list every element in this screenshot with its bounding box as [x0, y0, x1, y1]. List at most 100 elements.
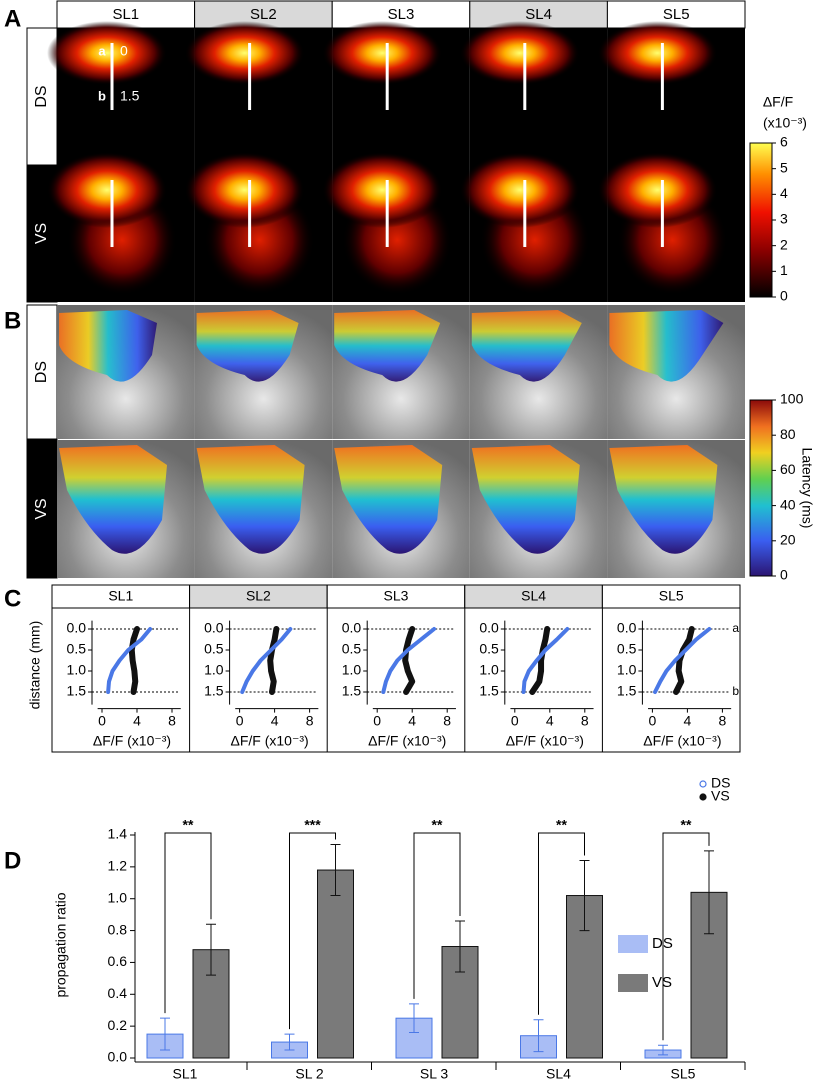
legend-label: DS — [711, 775, 730, 791]
y-tick-label: 0.6 — [108, 953, 128, 969]
x-tick-label: 4 — [408, 712, 416, 728]
error-bar — [455, 920, 465, 973]
row-label: DS — [33, 85, 50, 107]
y-tick-label: 1.2 — [108, 858, 128, 874]
significance-label: *** — [304, 817, 321, 833]
x-tick-label: 4 — [546, 712, 554, 728]
y-tick-label: 0.5 — [479, 641, 499, 657]
y-tick-label: 1.5 — [479, 683, 499, 699]
y-tick-label: 0.2 — [108, 1017, 128, 1033]
column-title: SL4 — [525, 6, 552, 23]
x-tick-label: SL4 — [546, 1066, 571, 1082]
x-axis-label: ΔF/F (x10⁻³) — [93, 732, 171, 748]
row-label: VS — [33, 498, 50, 519]
y-tick-label: 0.5 — [617, 641, 637, 657]
panel-label: A — [4, 5, 21, 32]
latency-map — [471, 310, 582, 382]
error-bar — [579, 859, 590, 932]
significance-label: ** — [183, 817, 194, 833]
significance-label: ** — [432, 817, 443, 833]
legend-label: DS — [652, 935, 673, 952]
bar — [317, 869, 354, 1059]
x-tick-label: 4 — [133, 712, 141, 728]
panel-title: SL3 — [384, 588, 409, 604]
colorbar-tick-label: 60 — [780, 461, 796, 477]
colorbar-unit: (x10⁻³) — [763, 115, 807, 131]
x-axis-label: ΔF/F (x10⁻³) — [231, 732, 309, 748]
latency-map — [609, 445, 718, 554]
panel-title: SL5 — [659, 588, 684, 604]
heatmap-blob — [47, 152, 167, 228]
error-bar — [206, 923, 216, 976]
colorbar-tick-label: 2 — [780, 236, 788, 252]
heatmap-blob — [184, 21, 305, 85]
x-tick-label: 0 — [511, 712, 519, 728]
y-tick-label: 1.5 — [617, 683, 637, 699]
legend-label: VS — [711, 788, 730, 804]
colorbar-tick-label: 4 — [780, 185, 788, 201]
colorbar-tick-label: 6 — [780, 134, 788, 150]
error-bar — [284, 1033, 295, 1051]
y-tick-label: 1.0 — [204, 662, 224, 678]
reference-label: a — [732, 621, 739, 635]
x-tick-label: 8 — [168, 712, 176, 728]
legend-marker — [699, 780, 707, 788]
point-label: a — [98, 43, 106, 58]
colorbar-tick-label: 1 — [780, 262, 788, 278]
panel-label: C — [4, 585, 21, 612]
colorbar-tick-label: 0 — [780, 288, 788, 304]
significance-bracket — [413, 832, 461, 999]
panel-label: D — [4, 847, 21, 874]
heatmap-blob — [459, 21, 580, 85]
x-axis-label: ΔF/F (x10⁻³) — [368, 732, 446, 748]
panel-label: B — [4, 307, 21, 334]
heatmap-blob — [47, 21, 167, 85]
y-tick-label: 0.0 — [342, 620, 362, 636]
colorbar-tick-label: 80 — [780, 426, 796, 442]
point-label: b — [98, 88, 106, 103]
significance-bracket — [164, 832, 212, 1014]
error-bar — [658, 1044, 668, 1056]
row-label: DS — [33, 361, 50, 383]
x-tick-label: SL 2 — [295, 1066, 323, 1082]
x-tick-label: SL5 — [671, 1066, 696, 1082]
y-axis-label: propagation ratio — [53, 892, 69, 997]
x-tick-label: 0 — [236, 712, 244, 728]
x-tick-label: 8 — [306, 712, 314, 728]
x-tick-label: 8 — [719, 712, 727, 728]
error-bar — [533, 1019, 544, 1053]
y-tick-label: 1.5 — [342, 683, 362, 699]
legend-swatch — [618, 974, 648, 992]
y-tick-label: 1.5 — [67, 683, 87, 699]
y-tick-label: 0.0 — [479, 620, 499, 636]
y-tick-label: 0.5 — [67, 641, 87, 657]
depth-label: 1.5 — [120, 88, 140, 104]
heatmap-blob — [322, 152, 443, 228]
significance-label: ** — [681, 817, 692, 833]
colorbar-tick-label: 5 — [780, 159, 788, 175]
vs-profile — [128, 626, 140, 695]
x-tick-label: 8 — [443, 712, 451, 728]
colorbar-tick-label: 3 — [780, 211, 788, 227]
ds-profile — [521, 627, 570, 694]
colorbar — [749, 142, 773, 298]
latency-map — [59, 445, 167, 554]
column-title: SL1 — [112, 6, 139, 23]
y-tick-label: 1.0 — [617, 662, 637, 678]
y-tick-label: 0.0 — [108, 1049, 128, 1065]
y-tick-label: 0.5 — [342, 641, 362, 657]
significance-bracket — [289, 832, 336, 1030]
panel-header — [601, 584, 741, 609]
colorbar-label: Latency (ms) — [799, 448, 815, 529]
column-title: SL5 — [663, 6, 690, 23]
latency-map — [609, 310, 724, 382]
y-tick-label: 1.0 — [67, 662, 87, 678]
row-label-box — [26, 439, 58, 579]
reference-label: b — [732, 684, 739, 698]
panel-title: SL1 — [108, 588, 133, 604]
panel-title: SL2 — [246, 588, 271, 604]
y-tick-label: 0.8 — [108, 921, 128, 937]
heatmap-blob — [322, 21, 443, 85]
heatmap-blob — [184, 152, 305, 228]
